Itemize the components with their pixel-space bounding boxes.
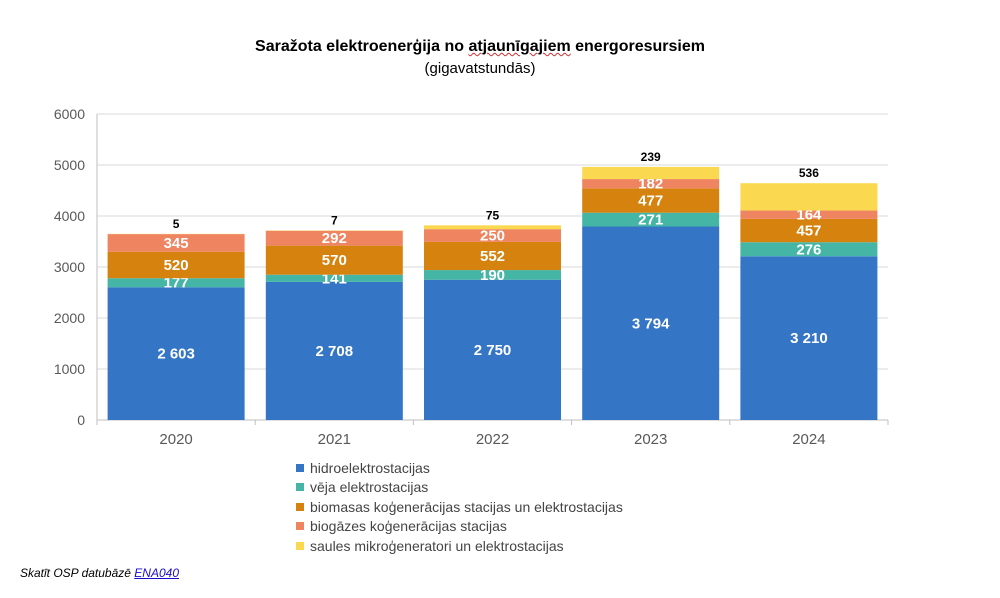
data-label-2020-series-1: 177 [164,275,189,292]
data-label-2022-series-0: 2 750 [474,342,512,359]
legend-item-2: biomasas koģenerācijas stacijas un elekt… [296,497,623,517]
data-label-2022-series-2: 552 [480,248,505,265]
bar-2023-series-4 [582,166,720,180]
bar-2020-series-1 [107,278,245,288]
data-label-2024-series-1: 276 [796,241,821,258]
source-footer: Skatīt OSP datubāzē ENA040 [20,566,179,580]
legend-item-0: hidroelektrostacijas [296,458,623,478]
footer-text: Skatīt OSP datubāzē [20,566,135,580]
bar-2020-series-2 [107,251,245,279]
x-tick-label-2022: 2022 [476,431,509,448]
legend-swatch-3 [296,522,304,531]
bar-2021-series-0 [265,281,403,420]
data-label-2024-series-4: 536 [799,166,819,180]
data-label-2023-series-1: 271 [638,212,663,229]
chart-subtitle: (gigavatstundās) [424,60,536,77]
bar-2021-series-2 [265,245,403,275]
x-tick-label-2024: 2024 [792,431,825,448]
legend-item-3: biogāzes koģenerācijas stacijas [296,517,623,537]
data-label-2020-series-4: 5 [173,217,180,231]
bar-2023-series-1 [582,212,720,227]
legend-item-4: saules mikroģeneratori un elektrostacija… [296,536,623,556]
legend-label-2: biomasas koģenerācijas stacijas un elekt… [310,498,623,515]
bar-2024-series-2 [740,218,878,243]
bar-2023-series-2 [582,188,720,213]
legend-swatch-4 [296,541,304,550]
data-label-2021-series-0: 2 708 [316,343,354,360]
data-label-2024-series-3: 164 [796,207,822,224]
bar-2022-series-2 [424,241,561,271]
data-label-2023-series-3: 182 [638,176,663,193]
data-label-2023-series-2: 477 [638,193,663,210]
bar-2021-series-1 [265,274,403,282]
bar-2022-series-1 [424,270,561,280]
y-tick-label-5000: 5000 [54,157,85,173]
legend-label-1: vēja elektrostacijas [310,479,429,496]
bar-2024-series-0 [740,256,878,420]
data-label-2022-series-3: 250 [480,228,505,245]
y-tick-label-1000: 1000 [54,361,85,377]
data-label-2024-series-0: 3 210 [790,330,828,347]
data-label-2023-series-4: 239 [641,150,661,164]
data-label-2021-series-2: 570 [322,252,347,269]
legend-swatch-2 [296,502,304,511]
y-tick-label-6000: 6000 [54,106,85,122]
chart-title-part-3: energoresursiem [570,38,705,55]
data-label-2022-series-1: 190 [480,267,505,284]
data-label-2021-series-4: 7 [331,213,338,227]
ena040-link[interactable]: ENA040 [134,566,179,580]
data-label-2022-series-4: 75 [486,208,500,222]
legend-item-1: vēja elektrostacijas [296,478,623,498]
data-label-2020-series-0: 2 603 [157,346,195,363]
legend-label-4: saules mikroģeneratori un elektrostacija… [310,537,564,554]
chart-title-part-2: atjaunīgajiem [468,38,571,55]
y-tick-label-2000: 2000 [54,310,85,326]
bar-2022-series-4 [424,225,561,230]
data-label-2023-series-0: 3 794 [632,315,670,332]
x-tick-label-2023: 2023 [634,431,667,448]
legend-swatch-1 [296,483,304,492]
chart-legend: hidroelektrostacijas vēja elektrostacijas… [296,458,623,556]
y-tick-label-0: 0 [77,412,85,428]
bar-2024-series-1 [740,242,878,257]
bar-2020-series-3 [107,234,245,252]
bar-2022-series-0 [424,279,561,420]
chart-title-part-1: Saražota elektroenerģija no [255,38,469,55]
bar-2020-series-0 [107,287,245,420]
legend-swatch-0 [296,463,304,472]
y-tick-label-4000: 4000 [54,208,85,224]
x-tick-label-2020: 2020 [159,431,192,448]
data-label-2021-series-3: 292 [322,230,347,247]
y-tick-label-3000: 3000 [54,259,85,275]
bar-2024-series-4 [740,183,878,211]
bar-2022-series-3 [424,229,561,242]
legend-label-0: hidroelektrostacijas [310,459,430,476]
chart-title: Saražota elektroenerģija no atjaunīgajie… [0,38,960,56]
data-label-2020-series-2: 520 [164,257,189,274]
bar-2021-series-3 [265,230,403,246]
legend-label-3: biogāzes koģenerācijas stacijas [310,518,507,535]
x-tick-label-2021: 2021 [318,431,351,448]
bar-2023-series-0 [582,226,720,420]
data-label-2024-series-2: 457 [796,223,821,240]
bar-2024-series-3 [740,210,878,219]
data-label-2020-series-3: 345 [164,235,189,252]
bar-2023-series-3 [582,179,720,189]
